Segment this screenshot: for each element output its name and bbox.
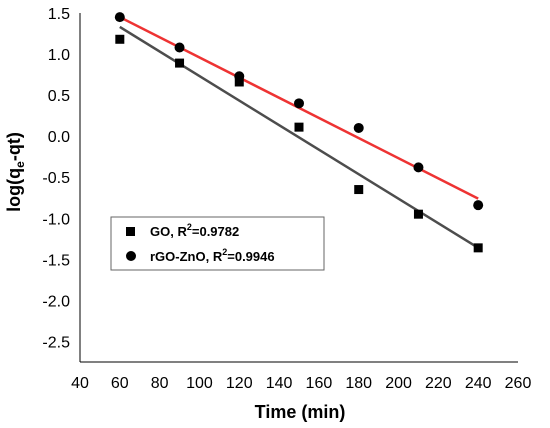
y-tick-label: -2.0 bbox=[42, 293, 70, 310]
y-axis-title-tail: -qt) bbox=[4, 132, 24, 161]
fit-lines bbox=[119, 15, 479, 249]
x-tick-label: 100 bbox=[186, 375, 213, 392]
x-tick-label: 260 bbox=[505, 375, 532, 392]
point-rgo-zno bbox=[114, 12, 125, 23]
x-axis-title: Time (min) bbox=[255, 402, 346, 422]
legend-entry-rgo-zno: rGO-ZnO, R2=0.9946 bbox=[150, 247, 275, 264]
y-axis-title-main: log(q bbox=[4, 168, 24, 212]
legend-rgo-value: =0.9946 bbox=[227, 249, 274, 264]
point-go bbox=[354, 185, 364, 195]
legend-go-r: R bbox=[177, 224, 187, 239]
x-tick-label: 180 bbox=[345, 375, 372, 392]
y-tick-label: -1.0 bbox=[42, 211, 70, 228]
point-rgo-zno bbox=[234, 71, 245, 82]
y-tick-label: 1.5 bbox=[48, 6, 70, 23]
data-points bbox=[114, 12, 484, 253]
tick-labels: 40 60 80 100 120 140 160 180 200 220 240 260 1.5 1.0 0… bbox=[42, 6, 531, 392]
point-rgo-zno bbox=[473, 200, 484, 211]
y-tick-label: 0.0 bbox=[48, 129, 70, 146]
point-go bbox=[234, 77, 244, 87]
legend-marker-rgo-zno bbox=[126, 251, 136, 261]
fit-line-go bbox=[119, 25, 479, 249]
point-go bbox=[115, 34, 125, 44]
legend-entry-go: GO, R2=0.9782 bbox=[150, 222, 239, 239]
legend: GO, R2=0.9782 rGO-ZnO, R2=0.9946 bbox=[110, 216, 325, 271]
point-rgo-zno bbox=[413, 162, 424, 173]
y-axis-title-sub: e bbox=[13, 161, 27, 168]
x-tick-label: 220 bbox=[425, 375, 452, 392]
x-tick-label: 160 bbox=[306, 375, 333, 392]
x-tick-label: 80 bbox=[151, 375, 169, 392]
point-go bbox=[413, 209, 423, 219]
x-tick-label: 60 bbox=[111, 375, 129, 392]
legend-rgo-r: R bbox=[213, 249, 223, 264]
legend-rgo-name: rGO-ZnO bbox=[150, 249, 206, 264]
y-tick-label: -0.5 bbox=[42, 170, 70, 187]
x-tick-label: 140 bbox=[266, 375, 293, 392]
x-tick-label: 200 bbox=[385, 375, 412, 392]
x-tick-label: 40 bbox=[71, 375, 89, 392]
y-tick-label: 1.0 bbox=[48, 47, 70, 64]
legend-box bbox=[110, 216, 325, 271]
legend-go-value: =0.9782 bbox=[192, 224, 239, 239]
legend-go-name: GO bbox=[150, 224, 170, 239]
y-axis-title: log(qe-qt) bbox=[4, 132, 27, 212]
y-tick-label: 0.5 bbox=[48, 88, 70, 105]
legend-go-sup: 2 bbox=[187, 222, 192, 232]
point-rgo-zno bbox=[174, 42, 185, 53]
axes bbox=[79, 13, 518, 363]
x-tick-label: 120 bbox=[226, 375, 253, 392]
y-tick-label: -1.5 bbox=[42, 252, 70, 269]
point-rgo-zno bbox=[294, 98, 304, 109]
point-rgo-zno bbox=[353, 122, 364, 133]
x-tick-label: 240 bbox=[465, 375, 492, 392]
legend-rgo-sup: 2 bbox=[222, 247, 227, 257]
legend-marker-go bbox=[126, 227, 135, 236]
point-go bbox=[294, 122, 304, 132]
point-go bbox=[473, 243, 483, 253]
y-tick-label: -2.5 bbox=[42, 334, 70, 351]
point-go bbox=[175, 58, 185, 68]
